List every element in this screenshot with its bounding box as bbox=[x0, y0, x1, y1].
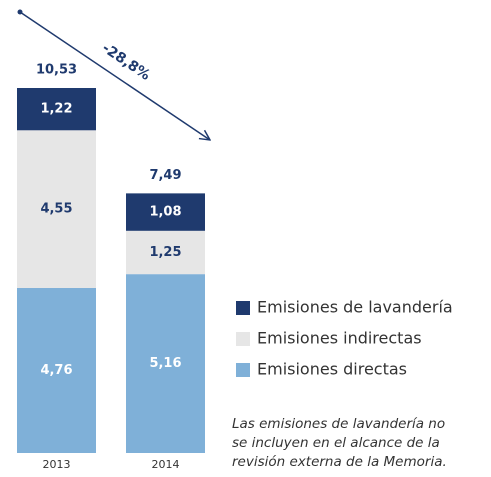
value-label: 4,55 bbox=[40, 202, 72, 217]
total-label: 7,49 bbox=[149, 168, 181, 183]
value-label: 1,22 bbox=[40, 102, 72, 117]
value-label: 1,25 bbox=[149, 245, 181, 260]
legend-label: Emisiones directas bbox=[257, 360, 407, 379]
value-label: 5,16 bbox=[149, 356, 181, 371]
annotation: -28,8% bbox=[99, 40, 153, 84]
x-tick-label: 2014 bbox=[152, 458, 180, 471]
legend-label: Emisiones de lavandería bbox=[257, 298, 453, 317]
total-label: 10,53 bbox=[36, 63, 77, 78]
bar-segment bbox=[17, 88, 96, 131]
value-label: 4,76 bbox=[40, 363, 72, 378]
legend-swatch bbox=[236, 332, 250, 346]
legend-swatch bbox=[236, 363, 250, 377]
bar-segment bbox=[126, 230, 205, 275]
legend-label: Emisiones indirectas bbox=[257, 329, 422, 348]
value-label: 1,08 bbox=[149, 205, 181, 220]
bar-segment bbox=[17, 288, 96, 453]
note: revisión externa de la Memoria. bbox=[232, 454, 447, 470]
trend-arrow bbox=[19, 11, 210, 140]
legend-swatch bbox=[236, 301, 250, 315]
x-tick-label: 2013 bbox=[43, 458, 71, 471]
bar-segment bbox=[126, 274, 205, 453]
bar-segment bbox=[17, 130, 96, 289]
note: Las emisiones de lavandería no bbox=[232, 416, 445, 432]
bar-segment bbox=[126, 193, 205, 231]
note: se incluyen en el alcance de la bbox=[232, 435, 440, 451]
